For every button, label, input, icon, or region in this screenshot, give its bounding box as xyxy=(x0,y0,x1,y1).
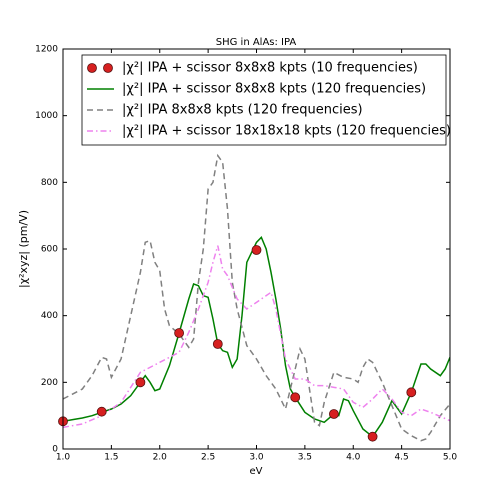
x-tick-label: 4.0 xyxy=(346,453,361,463)
x-axis-label: eV xyxy=(250,466,263,477)
x-tick-label: 2.5 xyxy=(201,453,215,463)
scatter-point xyxy=(174,328,185,338)
x-tick-label: 4.5 xyxy=(394,453,408,463)
x-tick-label: 1.5 xyxy=(104,453,118,463)
y-tick-label: 400 xyxy=(41,311,58,321)
x-tick-label: 3.5 xyxy=(298,453,312,463)
scatter-point xyxy=(251,245,262,255)
legend-box xyxy=(81,54,447,146)
scatter-point xyxy=(406,387,417,398)
y-tick-label: 1000 xyxy=(35,111,58,121)
y-tick-label: 600 xyxy=(41,245,58,255)
x-tick-label: 1.0 xyxy=(56,453,71,463)
legend-marker xyxy=(87,63,97,73)
y-axis-label: |χ²xyz| (pm/V) xyxy=(17,210,30,288)
legend-marker xyxy=(103,63,113,73)
series-line xyxy=(63,153,450,442)
chart-title: SHG in AlAs: IPA xyxy=(216,37,297,48)
scatter-point xyxy=(135,377,146,388)
y-tick-label: 0 xyxy=(52,445,58,455)
x-tick-label: 3.0 xyxy=(249,453,264,463)
scatter-point xyxy=(96,406,107,417)
y-tick-label: 800 xyxy=(41,178,58,188)
legend-label: |χ²| IPA 8x8x8 kpts (120 frequencies) xyxy=(122,103,363,118)
scatter-point xyxy=(212,339,223,349)
scatter-point xyxy=(367,431,378,442)
x-tick-label: 2.0 xyxy=(153,453,168,463)
scatter-point xyxy=(328,409,339,419)
x-tick-label: 5.0 xyxy=(443,453,458,463)
legend-label: |χ²| IPA + scissor 8x8x8 kpts (120 frequ… xyxy=(122,82,426,97)
y-tick-label: 200 xyxy=(41,378,58,388)
legend-label: |χ²| IPA + scissor 8x8x8 kpts (10 freque… xyxy=(122,61,418,76)
scatter-point xyxy=(290,392,301,403)
y-tick-label: 1200 xyxy=(35,45,58,55)
legend-label: |χ²| IPA + scissor 18x18x18 kpts (120 fr… xyxy=(122,124,451,139)
